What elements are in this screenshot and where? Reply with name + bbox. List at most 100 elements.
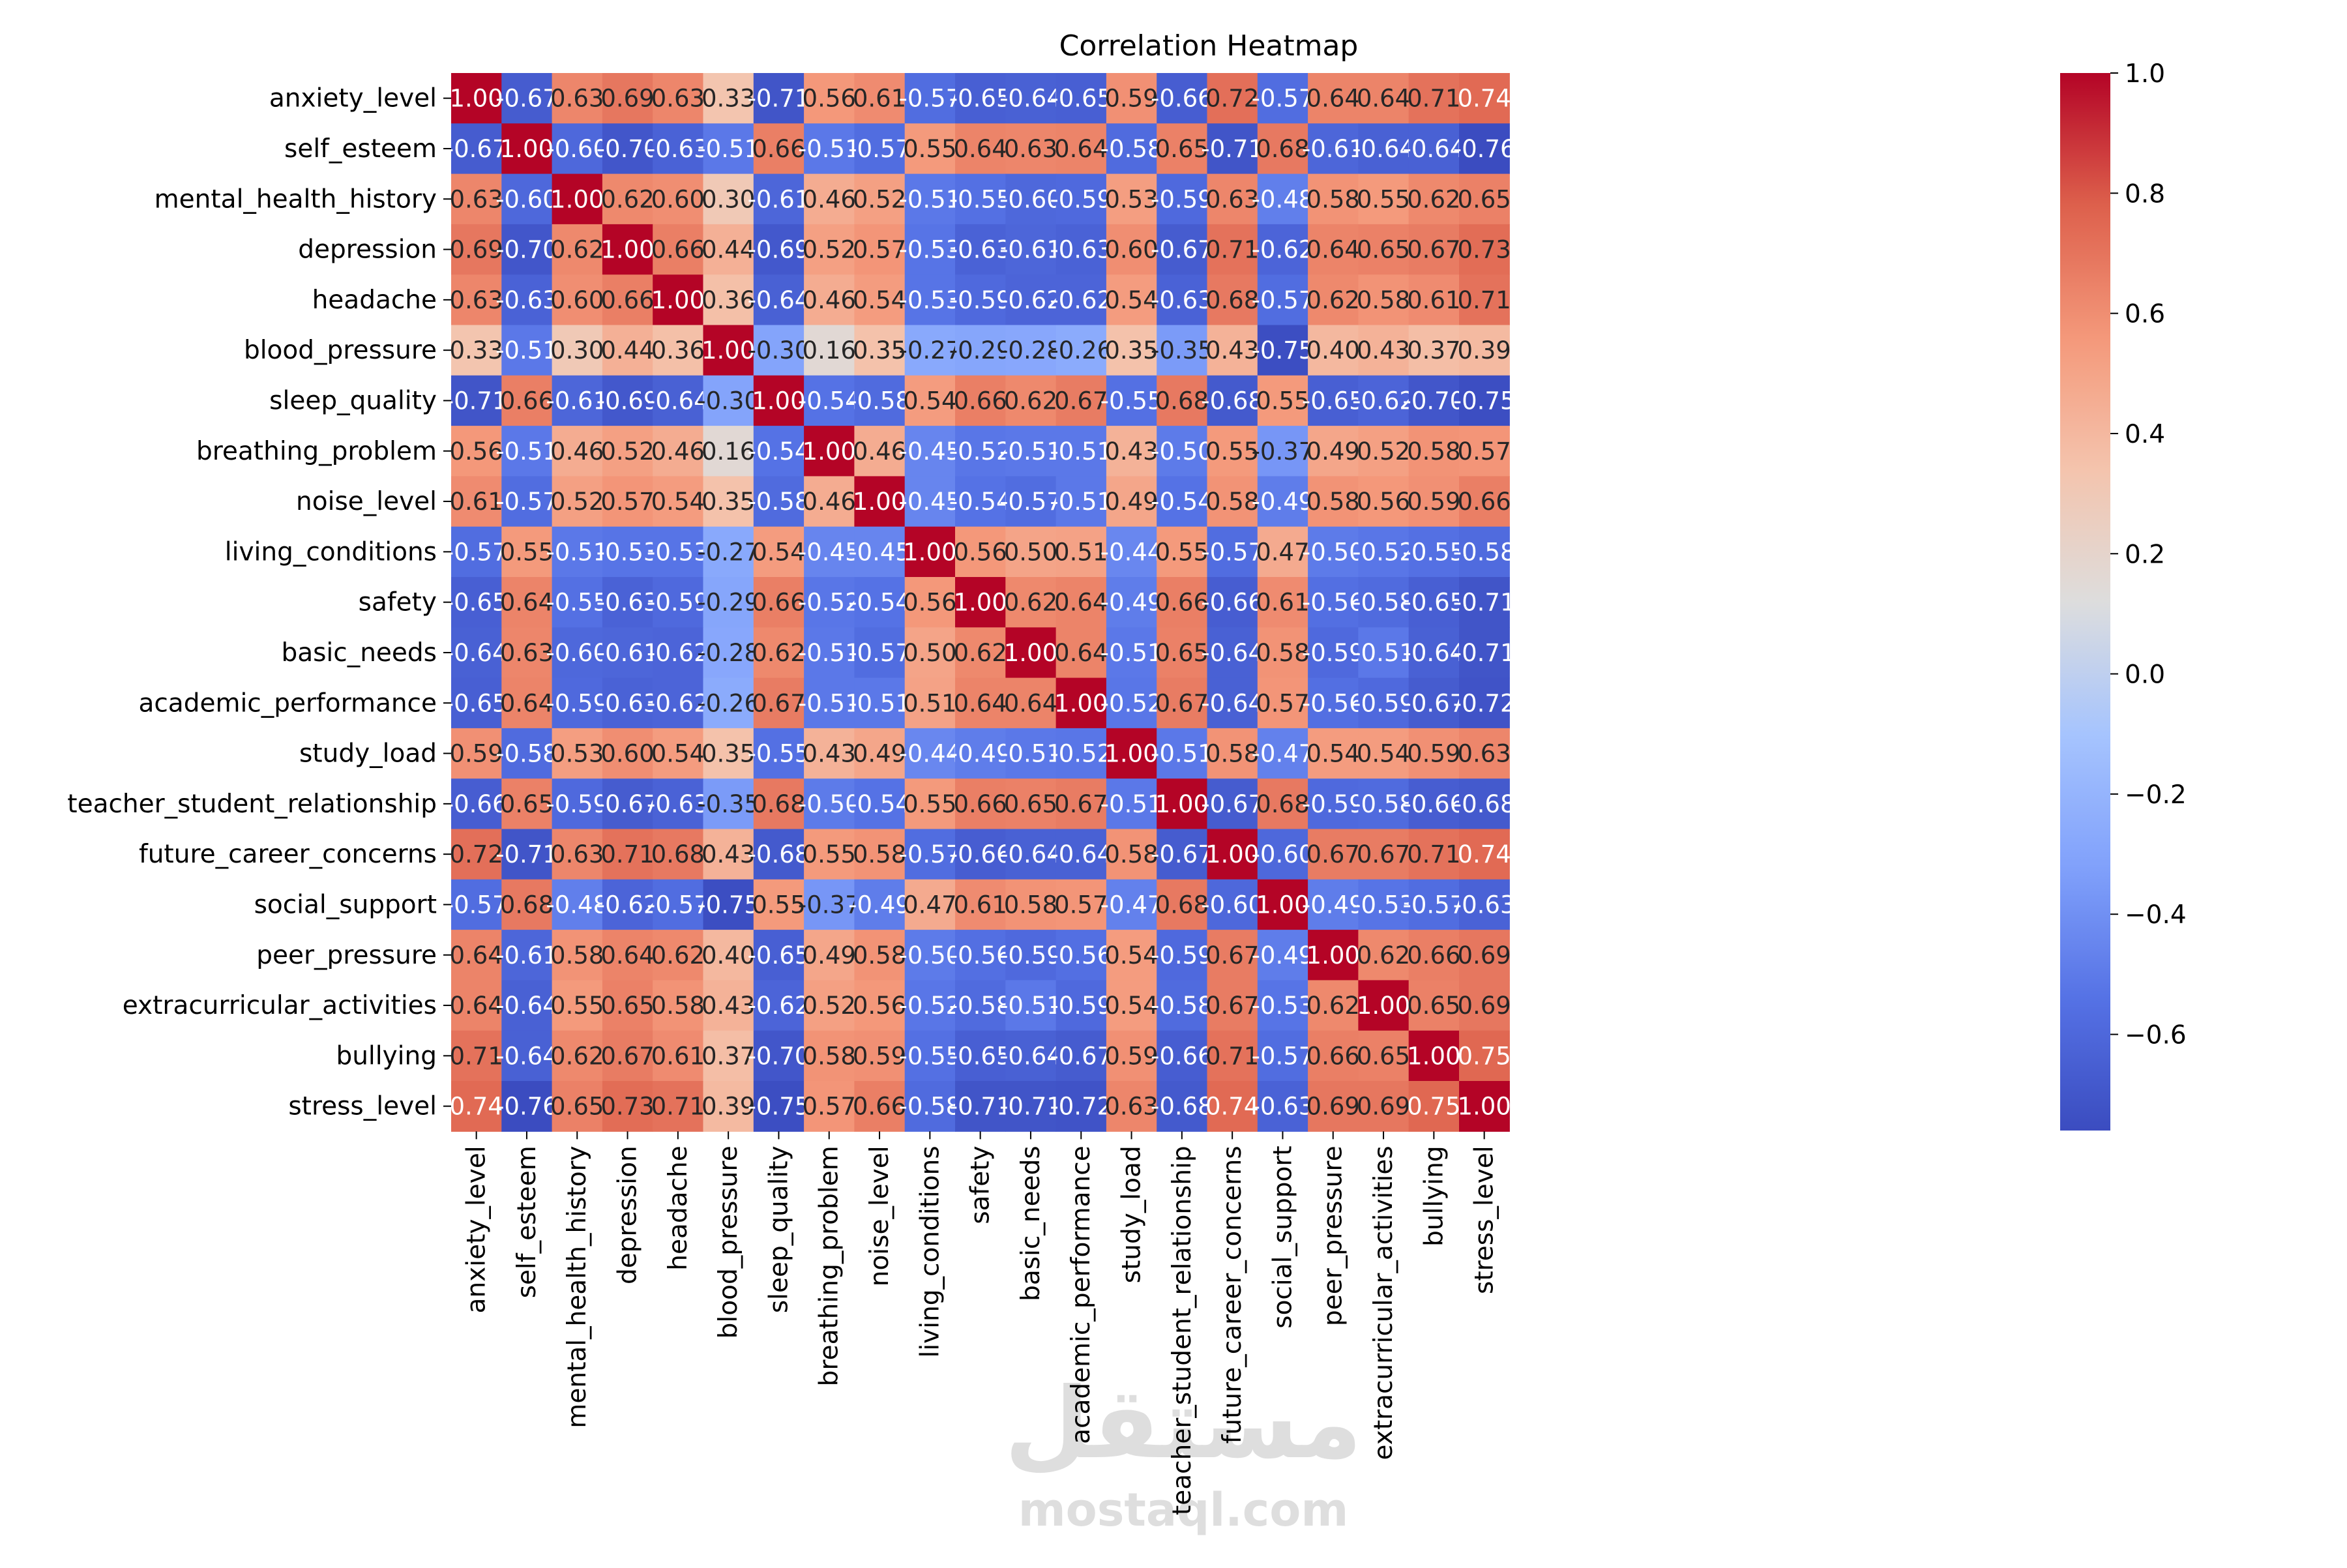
cell-value-label: 0.37 <box>1407 336 1460 364</box>
heatmap-cell <box>955 1030 1006 1082</box>
heatmap-cell <box>703 728 754 779</box>
cell-value-label: 0.62 <box>953 639 1007 667</box>
heatmap-cell <box>1459 526 1510 578</box>
cell-value-label: 0.72 <box>1205 85 1259 113</box>
cell-value-label: 0.44 <box>701 236 755 264</box>
x-tick-label: self_esteem <box>512 1146 542 1298</box>
cell-value-label: -0.45 <box>798 538 861 566</box>
heatmap-cell <box>552 677 603 729</box>
cell-value-label: 0.56 <box>803 85 856 113</box>
cell-value-label: 0.52 <box>1357 437 1410 466</box>
cell-value-label: -0.71 <box>748 85 810 113</box>
heatmap-cell <box>1308 930 1359 981</box>
cell-value-label: -0.75 <box>748 1093 810 1121</box>
cell-value-label: 0.71 <box>1205 1042 1259 1070</box>
cell-value-label: -0.65 <box>445 689 508 717</box>
heatmap-cell <box>703 325 754 376</box>
cell-value-label: 0.63 <box>1104 1093 1158 1121</box>
cell-value-label: -0.64 <box>495 1042 558 1070</box>
heatmap-cell <box>1207 728 1258 779</box>
heatmap-cell <box>1358 325 1410 376</box>
heatmap-cell <box>1257 728 1308 779</box>
heatmap-cell <box>501 930 553 981</box>
heatmap-cell <box>552 930 603 981</box>
heatmap-cell <box>1157 526 1208 578</box>
cell-value-label: -0.68 <box>1201 387 1263 415</box>
cell-value-label: 0.63 <box>1205 185 1259 213</box>
cell-value-label: 0.55 <box>803 840 856 868</box>
cell-value-label: 0.57 <box>1457 437 1511 466</box>
y-tick-label: stress_level <box>288 1092 437 1121</box>
x-tick-label: teacher_student_relationship <box>1168 1146 1197 1515</box>
cell-value-label: 0.54 <box>853 286 906 314</box>
heatmap-cell <box>602 879 653 930</box>
cell-value-label: 0.51 <box>903 689 956 717</box>
heatmap-cell <box>904 980 956 1031</box>
heatmap-cell <box>904 73 956 124</box>
heatmap-cell <box>1459 274 1510 326</box>
heatmap-cell <box>653 627 704 679</box>
cell-value-label: 0.58 <box>1004 891 1057 919</box>
heatmap-cell <box>501 325 553 376</box>
cell-value-label: -0.66 <box>445 790 508 818</box>
cell-value-label: 0.43 <box>701 992 755 1020</box>
cell-value-label: -0.71 <box>445 387 508 415</box>
heatmap-cell <box>451 375 502 426</box>
cell-value-label: 0.50 <box>1004 538 1057 566</box>
cell-value-label: 1.00 <box>752 387 805 415</box>
heatmap-cell <box>501 980 553 1031</box>
cell-value-label: 0.71 <box>449 1042 503 1070</box>
heatmap-cell <box>955 728 1006 779</box>
heatmap-cell <box>904 930 956 981</box>
heatmap-cell <box>955 577 1006 628</box>
cell-value-label: 0.62 <box>1306 286 1360 314</box>
cell-value-label: 0.68 <box>1205 286 1259 314</box>
cell-value-label: -0.49 <box>949 740 1012 768</box>
heatmap-cell <box>653 476 704 527</box>
cell-value-label: 0.65 <box>550 1093 604 1121</box>
colorbar-tick-label: −0.4 <box>2125 900 2187 930</box>
cell-value-label: -0.71 <box>495 840 558 868</box>
cell-value-label: 0.49 <box>803 941 856 969</box>
colorbar-tick-label: −0.6 <box>2125 1021 2187 1050</box>
heatmap-cell <box>703 829 754 880</box>
cell-value-label: 0.63 <box>550 840 604 868</box>
cell-value-label: -0.37 <box>798 891 861 919</box>
heatmap-cell <box>854 980 906 1031</box>
heatmap-cell <box>653 526 704 578</box>
cell-value-label: 0.52 <box>853 185 906 213</box>
cell-value-label: -0.62 <box>647 689 709 717</box>
heatmap-cell <box>1106 173 1157 225</box>
heatmap-cell <box>451 426 502 477</box>
heatmap-cell <box>1005 677 1057 729</box>
cell-value-label: 0.61 <box>1256 589 1309 617</box>
heatmap-cell <box>1106 426 1157 477</box>
heatmap-cell <box>1459 1030 1510 1082</box>
cell-value-label: -0.59 <box>1302 639 1365 667</box>
heatmap-cell <box>1408 980 1460 1031</box>
heatmap-cell <box>1055 829 1107 880</box>
heatmap-cell <box>451 526 502 578</box>
x-tick-label: extracurricular_activities <box>1369 1146 1398 1460</box>
cell-value-label: 0.64 <box>953 135 1007 163</box>
cell-value-label: 0.46 <box>803 286 856 314</box>
heatmap-cell <box>602 728 653 779</box>
y-tick-label: self_esteem <box>284 134 437 164</box>
cell-value-label: -0.51 <box>546 538 608 566</box>
cell-value-label: 0.66 <box>651 236 705 264</box>
cell-value-label: 0.67 <box>1155 689 1209 717</box>
heatmap-cell <box>1157 123 1208 175</box>
heatmap-cell <box>955 224 1006 275</box>
heatmap-cell <box>1358 274 1410 326</box>
heatmap-cell <box>1308 375 1359 426</box>
cell-value-label: 0.39 <box>701 1093 755 1121</box>
cell-value-label: 0.54 <box>752 538 805 566</box>
cell-value-label: -0.50 <box>1302 538 1365 566</box>
heatmap-cell <box>1157 577 1208 628</box>
cell-value-label: -0.61 <box>748 185 810 213</box>
heatmap-cell <box>753 426 804 477</box>
cell-value-label: -0.62 <box>1050 286 1112 314</box>
cell-value-label: -0.53 <box>1252 992 1314 1020</box>
heatmap-cell <box>602 274 653 326</box>
cell-value-label: -0.52 <box>798 589 861 617</box>
